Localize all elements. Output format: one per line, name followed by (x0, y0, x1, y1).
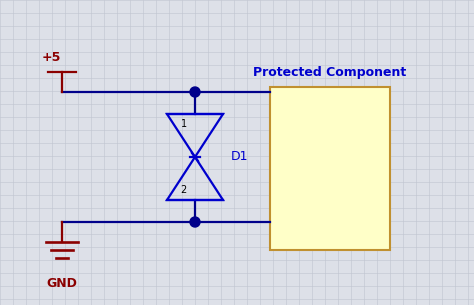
Circle shape (190, 217, 200, 227)
Circle shape (190, 87, 200, 97)
Text: D1: D1 (231, 150, 248, 163)
Text: 1: 1 (181, 119, 187, 129)
Text: +5: +5 (42, 51, 61, 64)
Bar (270, 87, 390, 250)
Text: GND: GND (46, 277, 77, 290)
Text: 2: 2 (181, 185, 187, 195)
Text: Protected Component: Protected Component (254, 66, 407, 79)
